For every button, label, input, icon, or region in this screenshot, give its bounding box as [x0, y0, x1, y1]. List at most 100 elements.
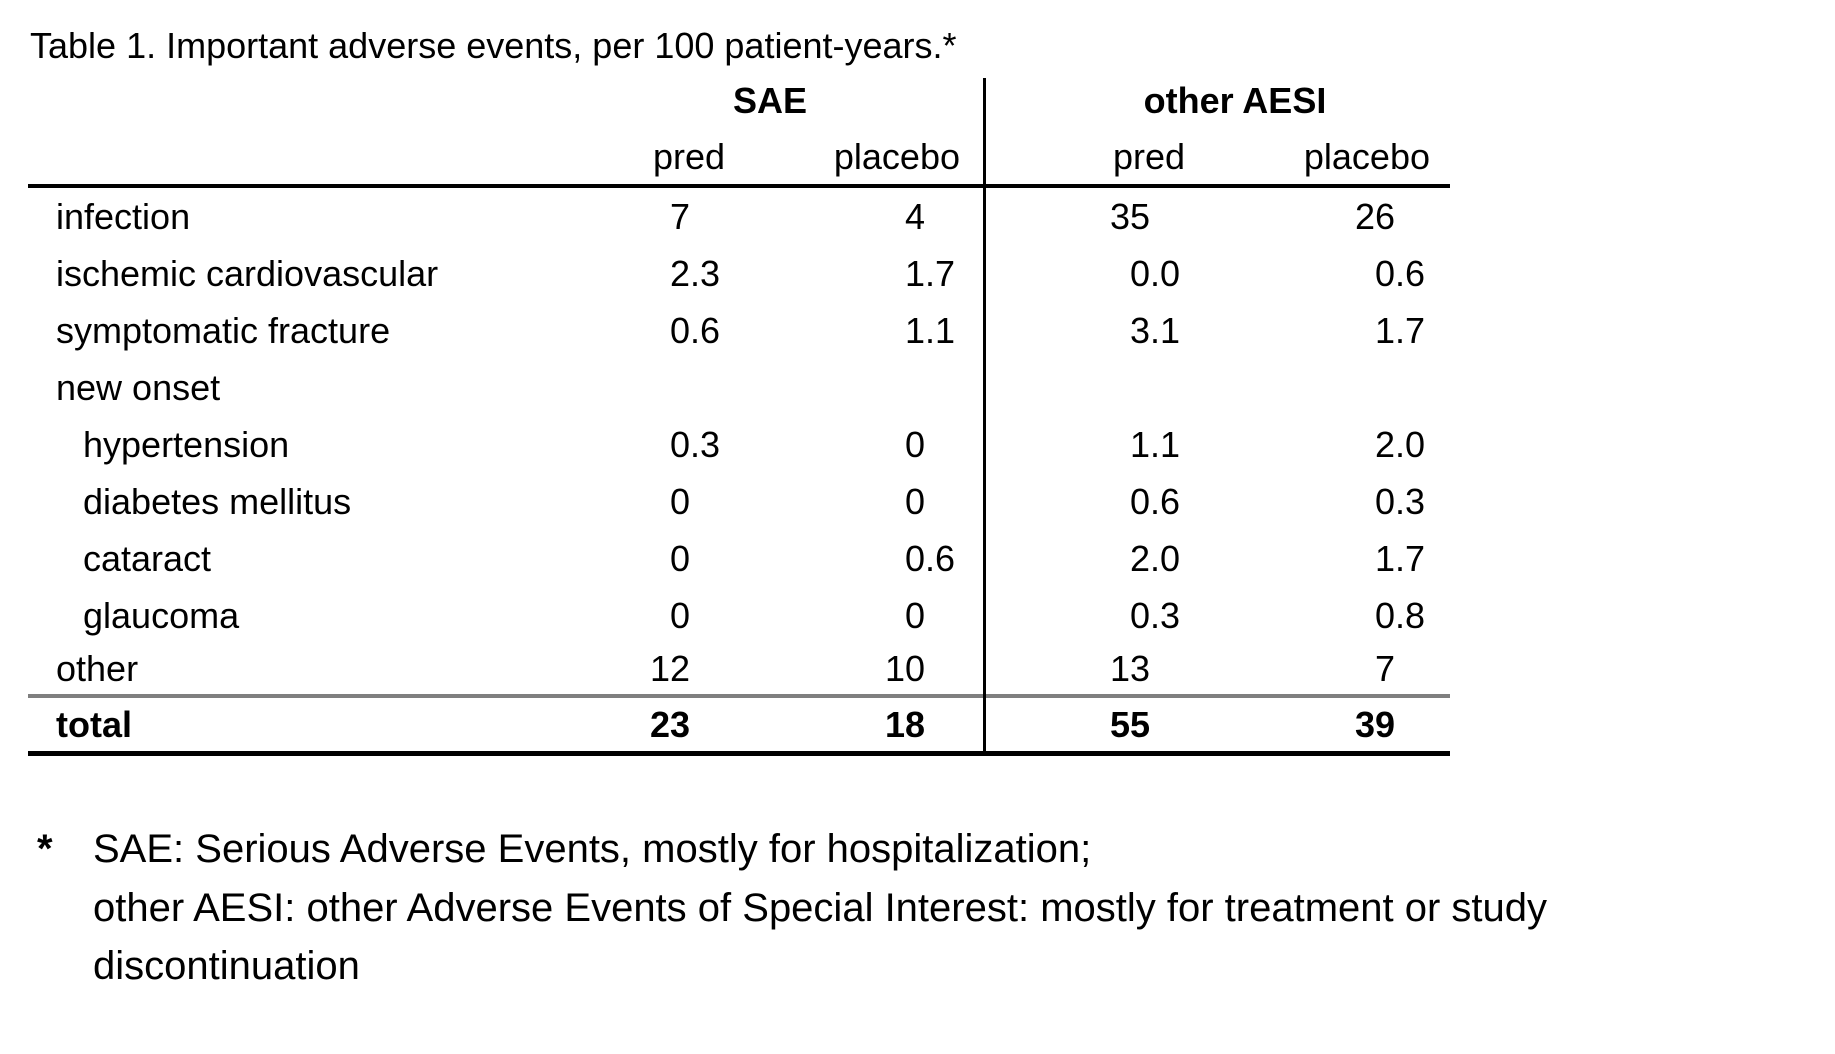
value-dec: .1 — [925, 309, 956, 351]
column-header-row: pred placebo pred placebo — [28, 130, 1450, 188]
value-aesi-placebo: 7 — [1185, 648, 1430, 690]
value-int: 0 — [1129, 252, 1150, 294]
row-label: ischemic cardiovascular — [56, 252, 439, 294]
table-row: hypertension 0.3 0 1.1 2.0 — [28, 416, 1450, 473]
value-int: 0 — [904, 594, 925, 636]
value-int: 0 — [669, 480, 690, 522]
subtotal-divider-rule — [28, 694, 1450, 698]
value-int: 0 — [669, 594, 690, 636]
value-int: 2 — [669, 252, 690, 294]
value-int: 12 — [649, 648, 690, 689]
adverse-events-table: SAE other AESI pred placebo pred placebo… — [28, 72, 1450, 756]
value-int: 0 — [669, 309, 690, 351]
value-aesi-placebo: 1.7 — [1185, 310, 1430, 352]
table-row: symptomatic fracture 0.6 1.1 3.1 1.7 — [28, 302, 1450, 359]
value-sae-pred: 12 — [560, 648, 725, 690]
table-row: new onset — [28, 359, 1450, 416]
value-int: 39 — [1354, 703, 1395, 745]
table-body: infection 7 4 35 26 ischemic cardiovascular 2.… — [28, 188, 1450, 694]
value-sae-pred: 0.6 — [560, 310, 725, 352]
value-int: 23 — [649, 703, 690, 745]
value-int: 0 — [1374, 480, 1395, 522]
value-int: 0 — [904, 537, 925, 579]
row-label: hypertension — [83, 423, 290, 465]
value-int: 0 — [669, 537, 690, 579]
value-int: 2 — [1374, 423, 1395, 465]
value-int: 26 — [1354, 195, 1395, 237]
value-dec: .8 — [1395, 594, 1426, 636]
value-sae-pred: 0.3 — [560, 424, 725, 466]
footnote-line: SAE: Serious Adverse Events, mostly for … — [93, 827, 1092, 871]
value-aesi-pred: 0.3 — [960, 595, 1185, 637]
row-label: diabetes mellitus — [83, 480, 352, 522]
value-dec: .1 — [1150, 309, 1181, 351]
col-header-aesi-placebo: placebo — [1303, 136, 1430, 177]
value-sae-pred: 0 — [560, 538, 725, 580]
row-label: other — [56, 648, 139, 689]
value-aesi-pred: 3.1 — [960, 310, 1185, 352]
value-int: 1 — [1374, 537, 1395, 579]
value-sae-placebo: 0 — [725, 481, 960, 523]
col-header-sae-placebo: placebo — [833, 136, 960, 177]
value-dec: .7 — [925, 252, 956, 294]
value-int: 13 — [1109, 648, 1150, 689]
value-int: 55 — [1109, 703, 1150, 745]
value-int: 0 — [1129, 594, 1150, 636]
value-dec: .1 — [1150, 423, 1181, 465]
total-value-aesi-pred: 55 — [960, 704, 1185, 746]
table-row: glaucoma 0 0 0.3 0.8 — [28, 587, 1450, 644]
value-int: 10 — [884, 648, 925, 689]
total-row-label: total — [56, 703, 132, 745]
footnote: * SAE: Serious Adverse Events, mostly fo… — [37, 820, 1807, 996]
value-dec: .7 — [1395, 309, 1426, 351]
value-aesi-placebo: 0.8 — [1185, 595, 1430, 637]
value-aesi-placebo: 1.7 — [1185, 538, 1430, 580]
value-int: 3 — [1129, 309, 1150, 351]
value-int: 1 — [1129, 423, 1150, 465]
table-row: infection 7 4 35 26 — [28, 188, 1450, 245]
footnote-line: other AESI: other Adverse Events of Spec… — [93, 885, 1548, 930]
value-dec: .3 — [690, 423, 721, 465]
value-sae-pred: 7 — [560, 196, 725, 238]
value-dec: .0 — [1395, 423, 1426, 465]
value-sae-placebo: 0 — [725, 595, 960, 637]
value-dec: .6 — [1395, 252, 1426, 294]
value-aesi-placebo: 26 — [1185, 196, 1430, 238]
value-int: 0 — [1374, 252, 1395, 294]
table-row: ischemic cardiovascular 2.3 1.7 0.0 0.6 — [28, 245, 1450, 302]
value-dec: .6 — [1150, 480, 1181, 522]
value-sae-placebo: 0 — [725, 424, 960, 466]
value-dec: .3 — [1150, 594, 1181, 636]
value-int: 35 — [1109, 195, 1150, 237]
value-int: 0 — [1129, 480, 1150, 522]
value-sae-pred: 0 — [560, 481, 725, 523]
total-value-sae-placebo: 18 — [725, 704, 960, 746]
value-int: 7 — [1374, 648, 1395, 689]
footnote-asterisk: * — [37, 827, 53, 871]
row-label: cataract — [83, 537, 212, 579]
value-aesi-pred: 2.0 — [960, 538, 1185, 580]
footnote-text: SAE: Serious Adverse Events, mostly for … — [93, 820, 1807, 996]
value-int: 18 — [884, 703, 925, 745]
value-aesi-pred: 0.0 — [960, 253, 1185, 295]
group-header-sae: SAE — [732, 80, 808, 121]
row-label: glaucoma — [83, 594, 240, 636]
table-bottom-rule — [28, 751, 1450, 756]
value-dec: .3 — [1395, 480, 1426, 522]
value-dec: .6 — [925, 537, 956, 579]
value-aesi-pred: 35 — [960, 196, 1185, 238]
row-label: symptomatic fracture — [56, 309, 391, 351]
value-sae-placebo: 1.7 — [725, 253, 960, 295]
table-row: diabetes mellitus 0 0 0.6 0.3 — [28, 473, 1450, 530]
value-dec: .6 — [690, 309, 721, 351]
table-row: other 12 10 13 7 — [28, 644, 1450, 694]
value-int: 4 — [904, 195, 925, 237]
value-sae-pred: 0 — [560, 595, 725, 637]
value-sae-pred: 2.3 — [560, 253, 725, 295]
col-header-aesi-pred: pred — [1112, 136, 1185, 177]
total-value-aesi-placebo: 39 — [1185, 704, 1430, 746]
group-header-other-aesi: other AESI — [1143, 80, 1327, 121]
total-row: total 23 18 55 39 — [28, 698, 1450, 751]
row-label: new onset — [56, 366, 221, 408]
value-int: 7 — [669, 195, 690, 237]
